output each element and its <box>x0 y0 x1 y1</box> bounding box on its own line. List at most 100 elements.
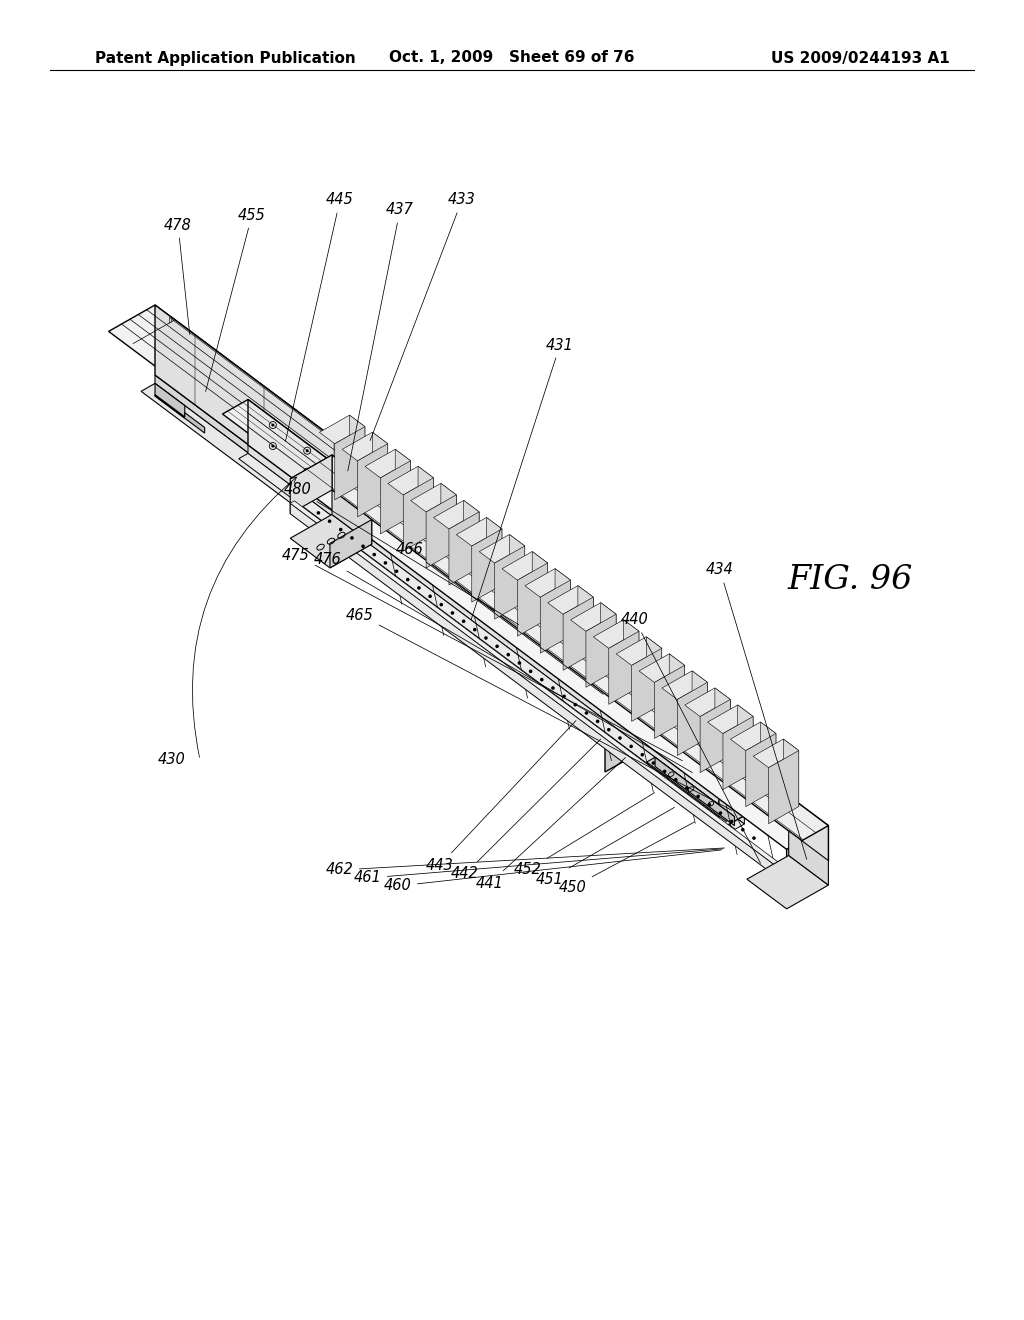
Text: 440: 440 <box>622 612 761 863</box>
Circle shape <box>730 820 733 824</box>
Polygon shape <box>570 603 616 631</box>
Text: US 2009/0244193 A1: US 2009/0244193 A1 <box>771 50 950 66</box>
Text: 466: 466 <box>396 543 603 694</box>
Circle shape <box>585 711 588 715</box>
Text: 445: 445 <box>286 193 354 441</box>
Polygon shape <box>388 466 433 495</box>
Circle shape <box>719 812 722 814</box>
Circle shape <box>443 573 446 576</box>
Polygon shape <box>586 614 616 688</box>
Text: 465: 465 <box>346 607 732 810</box>
Text: 462: 462 <box>326 847 724 878</box>
Polygon shape <box>335 426 365 500</box>
Polygon shape <box>786 825 828 884</box>
Polygon shape <box>509 535 524 602</box>
Polygon shape <box>248 445 744 824</box>
Polygon shape <box>555 569 570 636</box>
Polygon shape <box>357 444 388 517</box>
Text: 441: 441 <box>476 758 626 891</box>
Polygon shape <box>330 520 372 568</box>
Circle shape <box>649 727 652 730</box>
Circle shape <box>528 669 532 673</box>
Polygon shape <box>426 495 457 568</box>
Circle shape <box>340 496 343 499</box>
Polygon shape <box>639 653 685 682</box>
Circle shape <box>630 744 633 748</box>
Polygon shape <box>754 739 799 768</box>
Circle shape <box>546 649 549 653</box>
Polygon shape <box>723 717 753 789</box>
Circle shape <box>596 719 599 723</box>
Polygon shape <box>532 552 548 619</box>
Polygon shape <box>411 483 457 512</box>
Text: 443: 443 <box>426 721 575 873</box>
Polygon shape <box>746 855 828 909</box>
Circle shape <box>753 837 756 840</box>
Circle shape <box>685 787 689 789</box>
Circle shape <box>546 628 549 632</box>
Circle shape <box>409 527 412 529</box>
Circle shape <box>674 777 678 781</box>
Text: 451: 451 <box>537 808 675 887</box>
Circle shape <box>581 676 584 678</box>
Polygon shape <box>715 688 730 755</box>
Circle shape <box>477 598 480 602</box>
Polygon shape <box>472 529 502 602</box>
Polygon shape <box>602 729 651 767</box>
Circle shape <box>640 752 644 756</box>
Polygon shape <box>349 416 365 483</box>
Polygon shape <box>783 739 799 807</box>
Circle shape <box>718 758 721 760</box>
Polygon shape <box>692 671 708 738</box>
Polygon shape <box>745 734 776 807</box>
Text: 452: 452 <box>514 792 654 878</box>
Polygon shape <box>685 688 730 717</box>
Polygon shape <box>395 449 411 516</box>
Polygon shape <box>248 400 744 816</box>
Polygon shape <box>502 552 548 581</box>
Circle shape <box>684 731 687 734</box>
Circle shape <box>507 653 510 656</box>
Polygon shape <box>662 671 708 700</box>
Text: FIG. 96: FIG. 96 <box>787 564 912 597</box>
Circle shape <box>384 561 387 565</box>
Circle shape <box>395 569 398 573</box>
Circle shape <box>373 553 376 557</box>
Circle shape <box>696 795 700 799</box>
Circle shape <box>451 611 455 615</box>
Polygon shape <box>622 731 651 767</box>
Polygon shape <box>563 597 593 671</box>
Circle shape <box>439 603 443 606</box>
Polygon shape <box>290 515 372 568</box>
Polygon shape <box>719 770 744 830</box>
Polygon shape <box>609 631 639 705</box>
Polygon shape <box>788 832 828 886</box>
Polygon shape <box>700 700 730 772</box>
Polygon shape <box>605 676 651 772</box>
Text: 480: 480 <box>284 483 518 624</box>
Polygon shape <box>441 483 457 550</box>
Polygon shape <box>479 535 524 564</box>
Circle shape <box>581 655 584 657</box>
Circle shape <box>484 636 487 640</box>
Text: 434: 434 <box>707 562 807 859</box>
Polygon shape <box>381 461 411 533</box>
Circle shape <box>340 475 343 478</box>
Polygon shape <box>495 546 524 619</box>
Polygon shape <box>449 512 479 585</box>
Circle shape <box>663 770 667 774</box>
Text: 433: 433 <box>370 193 476 441</box>
Polygon shape <box>403 478 433 550</box>
Circle shape <box>409 548 412 550</box>
Polygon shape <box>578 586 593 653</box>
Polygon shape <box>239 453 744 829</box>
Polygon shape <box>486 517 502 585</box>
Circle shape <box>428 594 432 598</box>
Polygon shape <box>418 466 433 533</box>
Circle shape <box>684 752 687 755</box>
Polygon shape <box>548 586 593 614</box>
Circle shape <box>718 777 721 781</box>
Polygon shape <box>730 722 776 751</box>
Polygon shape <box>632 648 662 722</box>
Text: 478: 478 <box>164 218 191 334</box>
